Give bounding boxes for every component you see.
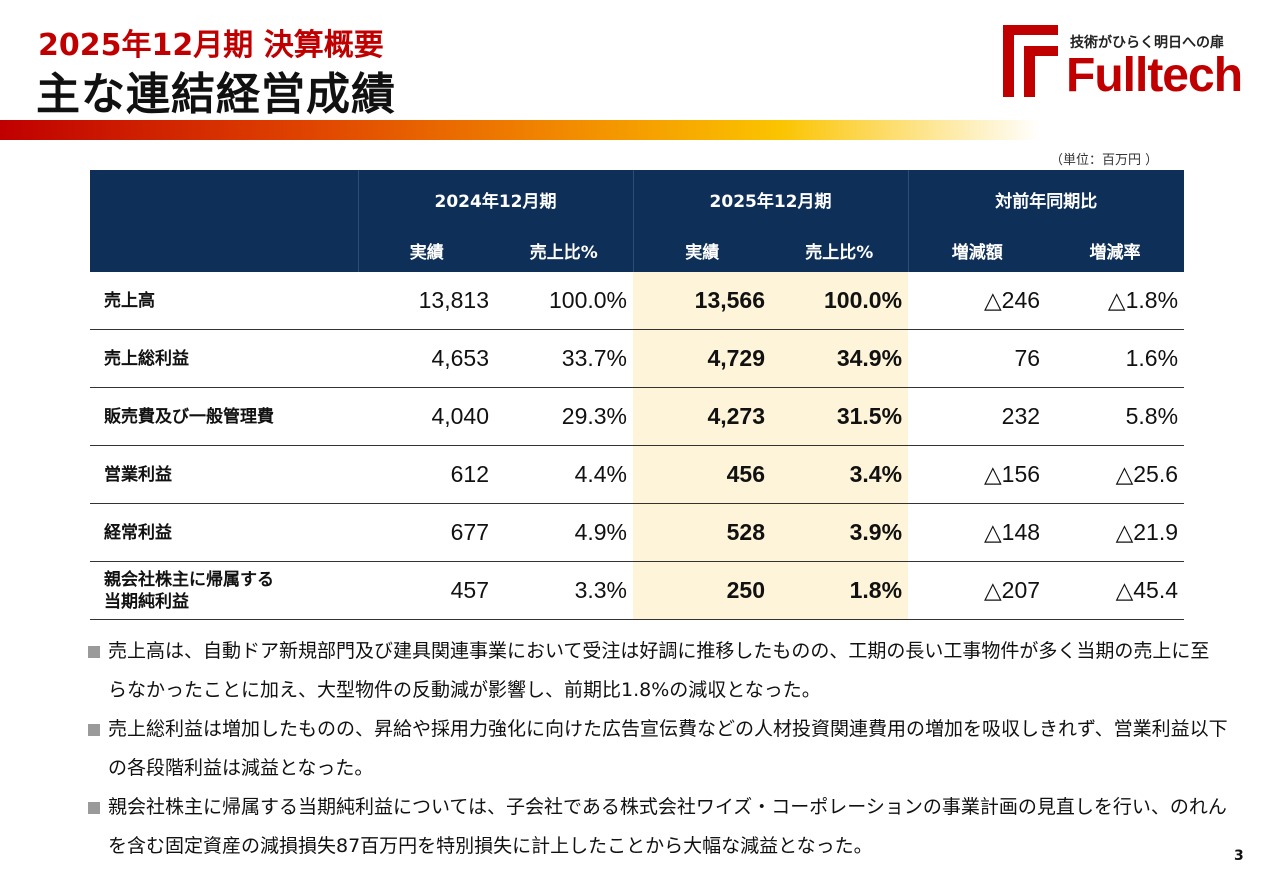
table-cell: △1.8% <box>1046 272 1185 330</box>
table-cell: 250 <box>633 561 772 620</box>
table-cell: 612 <box>358 445 495 504</box>
subheader-actual-2024: 実績 <box>357 228 495 272</box>
table-cell: 3.9% <box>771 503 909 562</box>
note-text: 親会社株主に帰属する当期純利益については、子会社である株式会社ワイズ・コーポレー… <box>108 796 1227 857</box>
note-item: 売上高は、自動ドア新規部門及び建具関連事業において受注は好調に推移したものの、工… <box>88 632 1228 710</box>
subheader-ratio-2025: 売上比% <box>771 228 909 272</box>
note-item: 売上総利益は増加したものの、昇給や採用力強化に向けた広告宣伝費などの人材投資関連… <box>88 710 1228 788</box>
table-cell: 456 <box>633 445 772 504</box>
table-cell: 677 <box>358 503 495 562</box>
table-cell: 528 <box>633 503 772 562</box>
logo-wordmark: Fulltech <box>1066 49 1243 102</box>
table-cell: △148 <box>908 503 1047 562</box>
financial-results-table: 2024年12月期 2025年12月期 対前年同期比 実績 売上比% 実績 売上… <box>90 170 1185 620</box>
table-cell: 3.4% <box>771 445 909 504</box>
square-bullet-icon <box>88 724 100 736</box>
table-cell: 4,040 <box>358 387 495 446</box>
table-row: 親会社株主に帰属する 当期純利益 457 3.3% 250 1.8% △207 … <box>90 561 1185 620</box>
table-row: 販売費及び一般管理費 4,040 29.3% 4,273 31.5% 232 5… <box>90 387 1185 446</box>
table-cell: △25.6 <box>1046 445 1185 504</box>
table-cell: 76 <box>908 329 1047 388</box>
table-cell: 1.8% <box>771 561 909 620</box>
table-cell: 4,653 <box>358 329 495 388</box>
table-cell: 13,813 <box>358 272 495 330</box>
note-text: 売上高は、自動ドア新規部門及び建具関連事業において受注は好調に推移したものの、工… <box>108 640 1210 701</box>
header-fy2024: 2024年12月期 <box>357 170 634 228</box>
table-cell: 4.9% <box>495 503 634 562</box>
header-accent-bar <box>0 120 1040 140</box>
table-cell: 100.0% <box>495 272 634 330</box>
table-cell: 4,729 <box>633 329 772 388</box>
slide-title: 主な連結経営成績 <box>36 69 396 120</box>
table-cell: 33.7% <box>495 329 634 388</box>
table-cell: △45.4 <box>1046 561 1185 620</box>
header-blank <box>90 228 358 272</box>
subheader-actual-2025: 実績 <box>632 228 772 272</box>
row-label: 売上総利益 <box>90 329 358 388</box>
header-yoy: 対前年同期比 <box>907 170 1185 228</box>
table-cell: 5.8% <box>1046 387 1185 446</box>
table-cell: △207 <box>908 561 1047 620</box>
square-bullet-icon <box>88 802 100 814</box>
table-cell: 3.3% <box>495 561 634 620</box>
fulltech-logo-icon <box>1003 25 1058 97</box>
row-label: 経常利益 <box>90 503 358 562</box>
table-cell: 457 <box>358 561 495 620</box>
header-blank <box>90 170 358 228</box>
unit-note: （単位：百万円 ） <box>1050 153 1159 168</box>
note-text: 売上総利益は増加したものの、昇給や採用力強化に向けた広告宣伝費などの人材投資関連… <box>108 718 1228 779</box>
note-item: 親会社株主に帰属する当期純利益については、子会社である株式会社ワイズ・コーポレー… <box>88 788 1228 866</box>
table-cell: 4.4% <box>495 445 634 504</box>
row-label: 親会社株主に帰属する 当期純利益 <box>90 561 358 620</box>
table-cell: 232 <box>908 387 1047 446</box>
table-cell: 1.6% <box>1046 329 1185 388</box>
header-fy2025: 2025年12月期 <box>632 170 909 228</box>
table-row: 営業利益 612 4.4% 456 3.4% △156 △25.6 <box>90 445 1185 504</box>
commentary-notes: 売上高は、自動ドア新規部門及び建具関連事業において受注は好調に推移したものの、工… <box>88 632 1228 866</box>
square-bullet-icon <box>88 646 100 658</box>
table-cell: 31.5% <box>771 387 909 446</box>
table-cell: 13,566 <box>633 272 772 330</box>
table-cell: △21.9 <box>1046 503 1185 562</box>
subheader-ratio-2024: 売上比% <box>495 228 634 272</box>
table-row: 経常利益 677 4.9% 528 3.9% △148 △21.9 <box>90 503 1185 562</box>
row-label: 営業利益 <box>90 445 358 504</box>
table-row: 売上高 13,813 100.0% 13,566 100.0% △246 △1.… <box>90 272 1185 330</box>
logo-tagline: 技術がひらく明日への扉 <box>1070 35 1224 51</box>
table-cell: △156 <box>908 445 1047 504</box>
row-label: 売上高 <box>90 272 358 330</box>
row-label: 販売費及び一般管理費 <box>90 387 358 446</box>
slide-subtitle: 2025年12月期 決算概要 <box>38 28 384 63</box>
table-cell: 4,273 <box>633 387 772 446</box>
table-cell: △246 <box>908 272 1047 330</box>
subheader-change-amount: 増減額 <box>907 228 1047 272</box>
table-cell: 100.0% <box>771 272 909 330</box>
page-number: 3 <box>1234 848 1244 864</box>
table-row: 売上総利益 4,653 33.7% 4,729 34.9% 76 1.6% <box>90 329 1185 388</box>
table-cell: 29.3% <box>495 387 634 446</box>
table-cell: 34.9% <box>771 329 909 388</box>
subheader-change-rate: 増減率 <box>1046 228 1185 272</box>
